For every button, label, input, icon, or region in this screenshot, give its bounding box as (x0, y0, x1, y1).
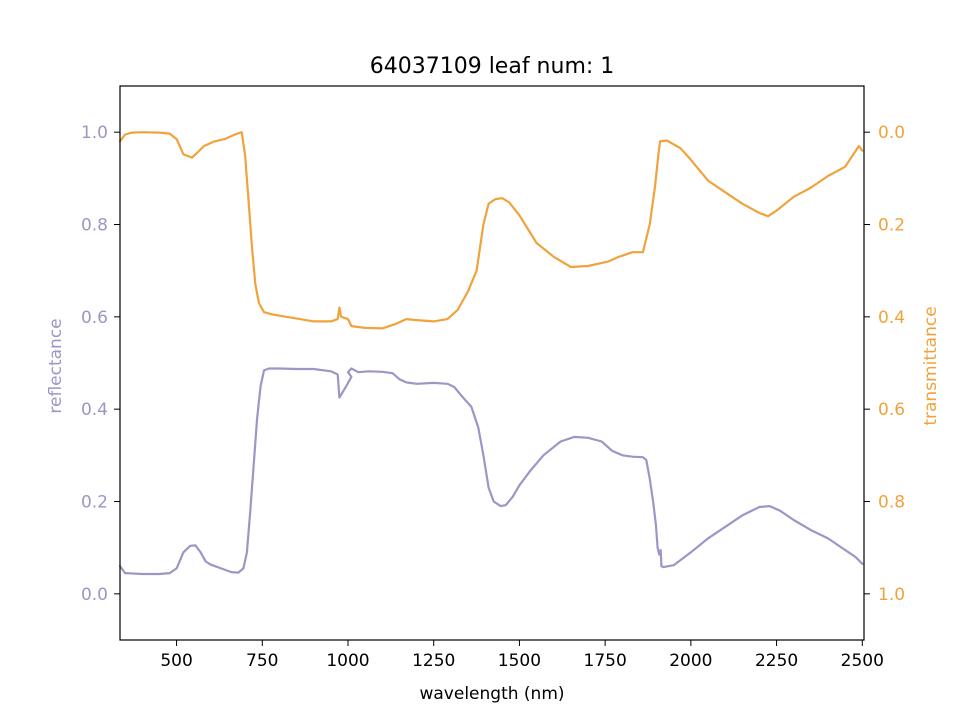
left-y-tick-label: 0.2 (81, 493, 108, 513)
left-y-tick-label: 0.6 (81, 308, 108, 328)
left-y-tick-label: 0.4 (81, 400, 108, 420)
left-y-tick-label: 1.0 (81, 123, 108, 143)
x-axis: 500 750 1000 1250 1500 1750 2000 2250 2500 (160, 640, 884, 671)
x-axis-label: wavelength (nm) (419, 684, 564, 704)
right-y-tick-label: 0.0 (878, 123, 905, 143)
right-y-tick-label: 0.6 (878, 400, 905, 420)
x-tick-label: 2000 (669, 651, 712, 671)
x-tick-label: 1250 (412, 651, 455, 671)
right-y-tick-label: 0.4 (878, 308, 905, 328)
chart-title: 64037109 leaf num: 1 (370, 54, 615, 79)
plot-lines (118, 131, 864, 576)
reflectance-line (118, 367, 864, 576)
x-tick-label: 750 (246, 651, 278, 671)
x-tick-label: 1500 (498, 651, 541, 671)
left-y-axis: 0.0 0.2 0.4 0.6 0.8 1.0 (81, 123, 120, 605)
x-tick-label: 1750 (584, 651, 627, 671)
x-tick-label: 500 (160, 651, 192, 671)
left-y-axis-label: reflectance (46, 318, 66, 413)
right-y-axis: 0.0 0.2 0.4 0.6 0.8 1.0 (864, 123, 905, 605)
right-y-tick-label: 0.2 (878, 216, 905, 236)
x-tick-label: 2500 (841, 651, 884, 671)
x-tick-label: 2250 (755, 651, 798, 671)
right-y-tick-label: 1.0 (878, 585, 905, 605)
x-tick-label: 1000 (326, 651, 369, 671)
left-y-tick-label: 0.0 (81, 585, 108, 605)
axes-frame (119, 85, 865, 641)
left-y-tick-label: 0.8 (81, 216, 108, 236)
transmittance-line (118, 131, 864, 330)
right-y-axis-label: transmittance (921, 306, 941, 425)
right-y-tick-label: 0.8 (878, 493, 905, 513)
